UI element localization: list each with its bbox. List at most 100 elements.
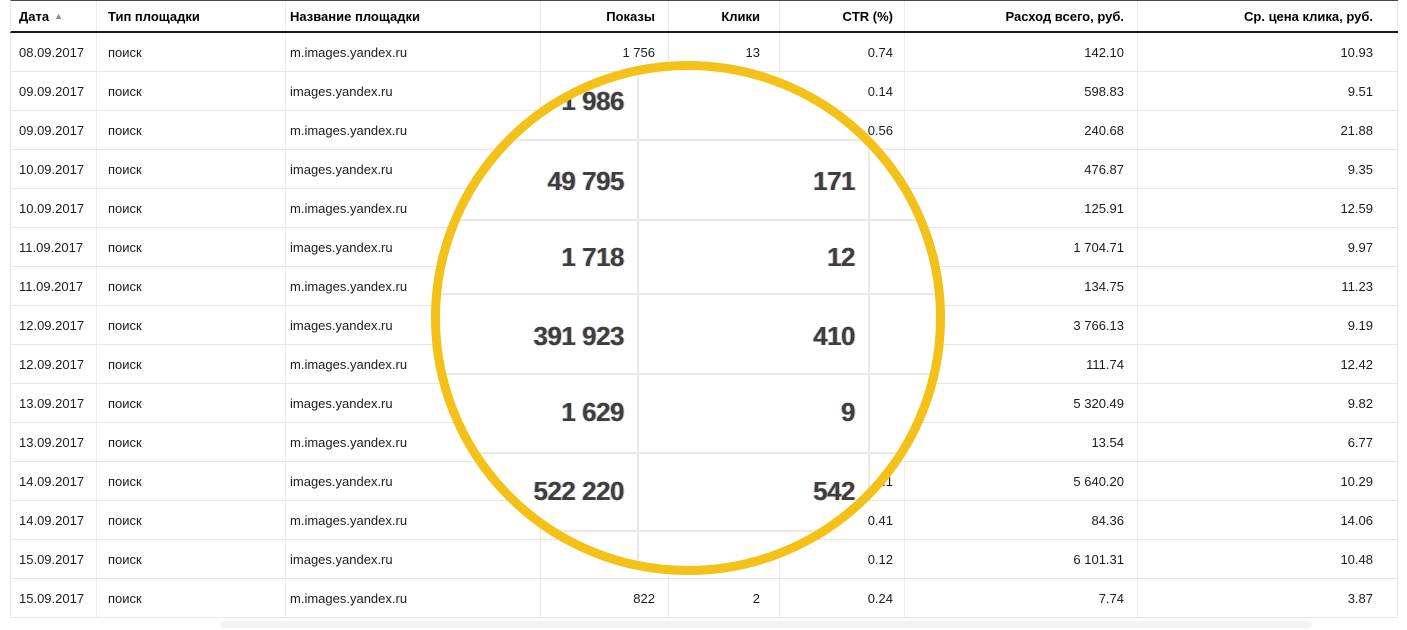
column-header-total-cost[interactable]: Расход всего, руб.	[905, 1, 1138, 31]
cell-total-cost: 142.10	[905, 33, 1138, 71]
cell-avg-cpc: 9.51	[1138, 72, 1398, 110]
cell-platform-type: поиск	[97, 228, 286, 266]
magnified-impressions-value: 49 795	[547, 166, 624, 196]
magnified-impressions-value: 1 718	[561, 242, 624, 272]
cell-platform-type: поиск	[97, 189, 286, 227]
cell-date: 14.09.2017	[11, 462, 97, 500]
cell-avg-cpc: 11.23	[1138, 267, 1398, 305]
cell-date: 12.09.2017	[11, 345, 97, 383]
cell-ctr: 0.74	[780, 33, 905, 71]
cell-avg-cpc: 6.77	[1138, 423, 1398, 461]
cell-platform-type: поиск	[97, 384, 286, 422]
cell-platform-type: поиск	[97, 72, 286, 110]
cell-platform-type: поиск	[97, 345, 286, 383]
column-header-total-cost-label: Расход всего, руб.	[1005, 8, 1124, 24]
cell-platform-type: поиск	[97, 150, 286, 188]
magnified-impressions-value: 1 629	[561, 397, 624, 427]
column-header-date[interactable]: Дата ▲	[11, 1, 97, 31]
cell-platform-name: images.yandex.ru	[286, 72, 541, 110]
cell-avg-cpc: 9.82	[1138, 384, 1398, 422]
cell-clicks	[669, 540, 780, 578]
cell-platform-type: поиск	[97, 462, 286, 500]
cell-date: 13.09.2017	[11, 384, 97, 422]
cell-avg-cpc: 21.88	[1138, 111, 1398, 149]
lens-grid-line	[868, 70, 870, 566]
table-row: 08.09.2017 поиск m.images.yandex.ru 1 75…	[10, 33, 1398, 72]
cell-avg-cpc: 10.93	[1138, 33, 1398, 71]
cell-platform-type: поиск	[97, 540, 286, 578]
cell-total-cost: 13.54	[905, 423, 1138, 461]
cell-platform-name: m.images.yandex.ru	[286, 579, 541, 617]
column-header-clicks[interactable]: Клики	[669, 1, 780, 31]
magnified-impressions-value: 391 923	[533, 321, 625, 351]
column-header-platform-type-label: Тип площадки	[108, 8, 200, 24]
cell-clicks: 13	[669, 33, 780, 71]
cell-date: 15.09.2017	[11, 579, 97, 617]
cell-date: 11.09.2017	[11, 228, 97, 266]
magnified-digit-fragment	[823, 95, 828, 108]
column-header-date-label: Дата	[19, 8, 50, 24]
cell-platform-type: поиск	[97, 306, 286, 344]
lens-grid-line	[440, 452, 936, 454]
cell-total-cost: 1 704.71	[905, 228, 1138, 266]
cell-total-cost: 84.36	[905, 501, 1138, 539]
cell-total-cost: 240.68	[905, 111, 1138, 149]
cell-date: 10.09.2017	[11, 189, 97, 227]
column-header-clicks-label: Клики	[721, 8, 760, 24]
column-header-ctr[interactable]: CTR (%)	[780, 1, 905, 31]
bottom-scroll-strip[interactable]	[220, 621, 1312, 628]
cell-total-cost: 6 101.31	[905, 540, 1138, 578]
cell-avg-cpc: 9.97	[1138, 228, 1398, 266]
sort-asc-icon: ▲	[54, 10, 64, 21]
cell-ctr: 0.24	[780, 579, 905, 617]
cell-ctr: 0.56	[780, 111, 905, 149]
lens-grid-line	[440, 530, 936, 532]
cell-ctr: 0.14	[780, 72, 905, 110]
cell-total-cost: 3 766.13	[905, 306, 1138, 344]
cell-date: 08.09.2017	[11, 33, 97, 71]
cell-platform-name: images.yandex.ru	[286, 540, 541, 578]
column-header-impressions[interactable]: Показы	[541, 1, 669, 31]
column-header-avg-cpc-label: Ср. цена клика, руб.	[1244, 8, 1373, 24]
cell-date: 12.09.2017	[11, 306, 97, 344]
magnified-impressions-value: 1 986	[561, 86, 624, 116]
magnified-clicks-value: 12	[827, 242, 855, 272]
cell-ctr: 0.41	[780, 501, 905, 539]
column-header-platform-name[interactable]: Название площадки	[286, 1, 541, 31]
cell-platform-type: поиск	[97, 111, 286, 149]
cell-total-cost: 125.91	[905, 189, 1138, 227]
cell-platform-type: поиск	[97, 501, 286, 539]
cell-date: 11.09.2017	[11, 267, 97, 305]
column-header-avg-cpc[interactable]: Ср. цена клика, руб.	[1138, 1, 1398, 31]
cell-date: 14.09.2017	[11, 501, 97, 539]
magnified-impressions-value: 522 220	[533, 476, 625, 506]
cell-ctr	[780, 150, 905, 188]
cell-platform-type: поиск	[97, 267, 286, 305]
cell-impressions: 1 756	[541, 33, 669, 71]
magnified-clicks-value: 171	[813, 166, 855, 196]
cell-date: 15.09.2017	[11, 540, 97, 578]
column-header-platform-type[interactable]: Тип площадки	[97, 1, 286, 31]
lens-grid-line	[440, 219, 936, 221]
table-row: 15.09.2017 поиск m.images.yandex.ru 822 …	[10, 579, 1398, 618]
cell-platform-type: поиск	[97, 579, 286, 617]
cell-avg-cpc: 12.59	[1138, 189, 1398, 227]
cell-total-cost: 7.74	[905, 579, 1138, 617]
cell-date: 10.09.2017	[11, 150, 97, 188]
magnified-clicks-value: 410	[813, 321, 855, 351]
cell-platform-name: m.images.yandex.ru	[286, 33, 541, 71]
lens-grid-line	[440, 373, 936, 375]
column-header-platform-name-label: Название площадки	[290, 8, 420, 24]
cell-avg-cpc: 12.42	[1138, 345, 1398, 383]
lens-grid-line	[440, 293, 936, 295]
cell-avg-cpc: 3.87	[1138, 579, 1398, 617]
cell-platform-type: поиск	[97, 423, 286, 461]
cell-total-cost: 5 320.49	[905, 384, 1138, 422]
lens-grid-line	[440, 139, 936, 141]
cell-avg-cpc: 10.48	[1138, 540, 1398, 578]
lens-grid-line	[637, 70, 639, 566]
cell-avg-cpc: 10.29	[1138, 462, 1398, 500]
cell-platform-name: m.images.yandex.ru	[286, 501, 541, 539]
cell-avg-cpc: 9.35	[1138, 150, 1398, 188]
